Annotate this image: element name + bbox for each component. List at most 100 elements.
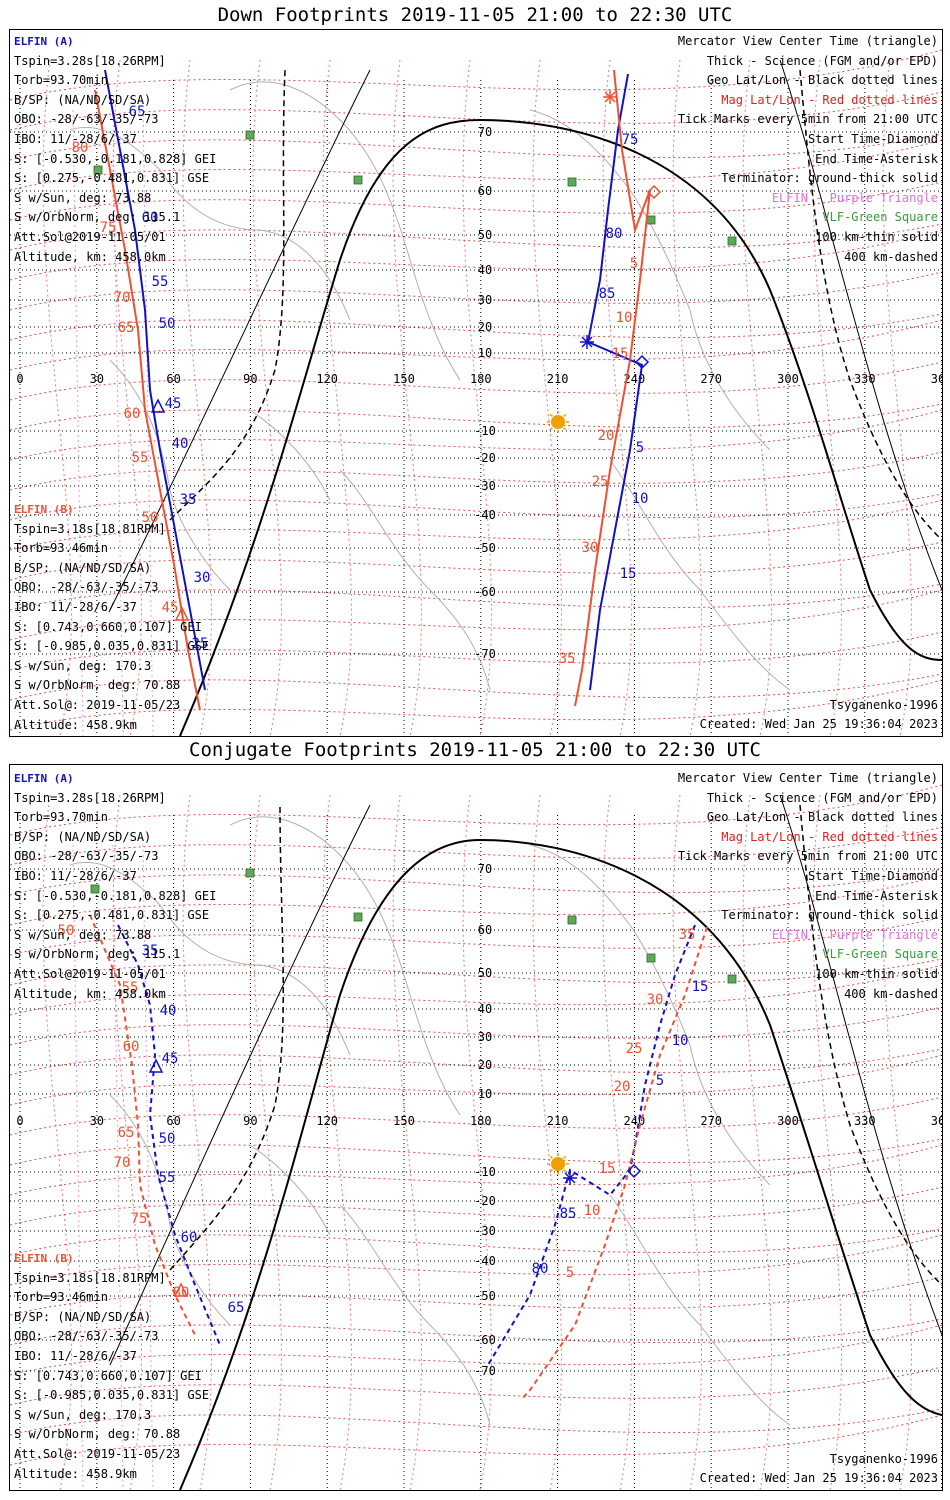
lat-tick-label: -60 xyxy=(474,1333,496,1347)
terminator-400km xyxy=(799,804,942,1286)
terminator-400km xyxy=(799,69,942,541)
info-line: S: [0.743,0.660,0.107] GEI xyxy=(14,1368,202,1383)
lat-tick-label: -30 xyxy=(474,479,496,493)
track-tick-label: 5 xyxy=(566,1265,574,1281)
track-tick-label: 70 xyxy=(114,1155,131,1171)
mag-lon-line xyxy=(742,794,772,1490)
mag-lon-line xyxy=(462,59,492,736)
info-line: B/SP: (NA/ND/SD/SA) xyxy=(14,829,152,844)
purple-meridian xyxy=(142,109,154,736)
info-line: S: [0.275,-0.481,0.831] GSE xyxy=(14,171,210,186)
sun-icon xyxy=(551,1157,565,1171)
elfin-b-label: ELFIN (B) xyxy=(14,1252,74,1265)
track-tick-label: 5 xyxy=(636,440,644,456)
mag-lat-line xyxy=(10,916,942,956)
info-line: Tspin=3.28s[18.26RPM] xyxy=(14,790,166,805)
legend: Mercator View Center Time (triangle) Thi… xyxy=(678,32,938,267)
track-tick-label: 40 xyxy=(172,436,189,452)
info-line: S w/OrbNorm, deg: 115.1 xyxy=(14,947,181,962)
lon-tick-label: 180 xyxy=(470,372,492,386)
track-tick-label: 55 xyxy=(159,1170,176,1186)
legend-item: VLF-Green Square xyxy=(822,947,938,962)
lon-tick-label: 60 xyxy=(166,372,180,386)
info-line: Att.Sol@: 2019-11-05/23 xyxy=(14,1446,181,1461)
lat-tick-label: -50 xyxy=(474,1289,496,1303)
track-tick-label: 35 xyxy=(679,927,696,943)
lat-tick-label: -20 xyxy=(474,1194,496,1208)
legend: Mercator View Center Time (triangle) Thi… xyxy=(678,769,938,1004)
elfin-b-info: ELFIN (B) Tspin=3.18s[18.81RPM] Torb=93.… xyxy=(14,1249,209,1484)
mag-lon-line xyxy=(882,794,912,1490)
sun-ray xyxy=(563,1169,567,1173)
mag-lat-line xyxy=(10,1096,942,1136)
mag-lat-line xyxy=(10,583,942,611)
mag-lon-line xyxy=(252,794,282,1490)
sun-ray xyxy=(563,1155,567,1159)
start-diamond-icon xyxy=(626,1163,642,1179)
lon-tick-label: 30 xyxy=(90,372,104,386)
model-label: Tsyganenko-1996 xyxy=(829,1451,938,1466)
track-tick-label: 10 xyxy=(584,1203,601,1219)
info-line: Altitude, km: 458.0km xyxy=(14,249,166,264)
lat-tick-label: -70 xyxy=(474,1364,496,1378)
info-line: Torb=93.70min xyxy=(14,73,108,88)
view-center-triangle-icon xyxy=(173,1282,189,1297)
elfin-b-track xyxy=(586,73,644,691)
vlf-station-icon xyxy=(90,884,100,894)
legend-item: Mercator View Center Time (triangle) xyxy=(677,771,938,785)
info-line: Torb=93.46min xyxy=(14,1290,108,1305)
elfin-a-track xyxy=(117,924,221,1346)
vlf-station-icon xyxy=(646,953,656,963)
purple-meridian xyxy=(112,109,124,736)
elfin-a-track xyxy=(104,69,206,691)
legend-item: Geo Lat/Lon - Black dotted lines xyxy=(706,73,938,88)
info-line: Torb=93.70min xyxy=(14,810,108,825)
lat-tick-label: 70 xyxy=(478,862,492,876)
lat-tick-label: -30 xyxy=(474,1224,496,1238)
elfin-a-label: ELFIN (A) xyxy=(14,772,74,785)
coastline xyxy=(109,359,231,591)
lat-tick-label: 20 xyxy=(478,1058,492,1072)
mag-lat-line xyxy=(10,133,942,161)
mag-lon-line xyxy=(252,59,282,736)
footer-right: Tsyganenko-1996 Created: Wed Jan 25 19:3… xyxy=(700,1450,938,1489)
legend-item: Tick Marks every 5min from 21:00 UTC xyxy=(677,112,938,127)
lon-tick-label: 270 xyxy=(700,372,722,386)
lon-tick-label: 150 xyxy=(393,1114,415,1128)
mag-lat-line xyxy=(10,1366,942,1406)
track-tick-label: 35 xyxy=(142,943,159,959)
info-line: S: [-0.530,-0.181,0.828] GEI xyxy=(14,888,217,903)
info-line: S w/Sun, deg: 73.88 xyxy=(14,927,152,942)
legend-item: Start Time-Diamond xyxy=(807,868,938,883)
mag-lat-line xyxy=(10,541,942,581)
coastline xyxy=(109,1094,231,1326)
coastline xyxy=(249,1144,331,1236)
view-center-triangle-icon xyxy=(150,398,166,413)
track-tick-label: 20 xyxy=(598,428,615,444)
legend-item: 400 km-dashed xyxy=(844,986,938,1001)
lon-tick-label: 360 xyxy=(931,1114,942,1128)
vlf-station-icon xyxy=(567,177,577,187)
model-label: Tsyganenko-1996 xyxy=(829,697,938,712)
legend-item: ELFIN - Purple Triangle xyxy=(771,190,938,205)
lat-tick-label: 40 xyxy=(478,1002,492,1016)
footer-right: Tsyganenko-1996 Created: Wed Jan 25 19:3… xyxy=(700,696,938,735)
mag-lon-line xyxy=(112,794,142,1490)
mag-lat-line xyxy=(10,271,942,311)
legend-item: Mercator View Center Time (triangle) xyxy=(677,34,938,48)
mag-lat-line xyxy=(10,361,942,401)
vlf-station-icon xyxy=(93,165,103,175)
info-line: S w/Sun, deg: 170.3 xyxy=(14,658,152,673)
lon-tick-label: 360 xyxy=(931,372,942,386)
elfin-a-info: ELFIN (A) Tspin=3.28s[18.26RPM] Torb=93.… xyxy=(14,769,216,1004)
lon-tick-label: 330 xyxy=(854,372,876,386)
info-line: IBO: 11/-28/6/-37 xyxy=(14,599,137,614)
legend-item: ELFIN - Purple Triangle xyxy=(771,927,938,942)
track-tick-label: 15 xyxy=(620,566,637,582)
vlf-station-icon xyxy=(727,236,737,246)
track-tick-label: 75 xyxy=(131,1211,148,1227)
legend-item: 100 km-thin solid xyxy=(815,966,938,981)
vlf-station-icon xyxy=(353,912,363,922)
info-line: S: [0.743,0.660,0.107] GEI xyxy=(14,619,202,634)
mag-lat-line xyxy=(10,631,942,671)
